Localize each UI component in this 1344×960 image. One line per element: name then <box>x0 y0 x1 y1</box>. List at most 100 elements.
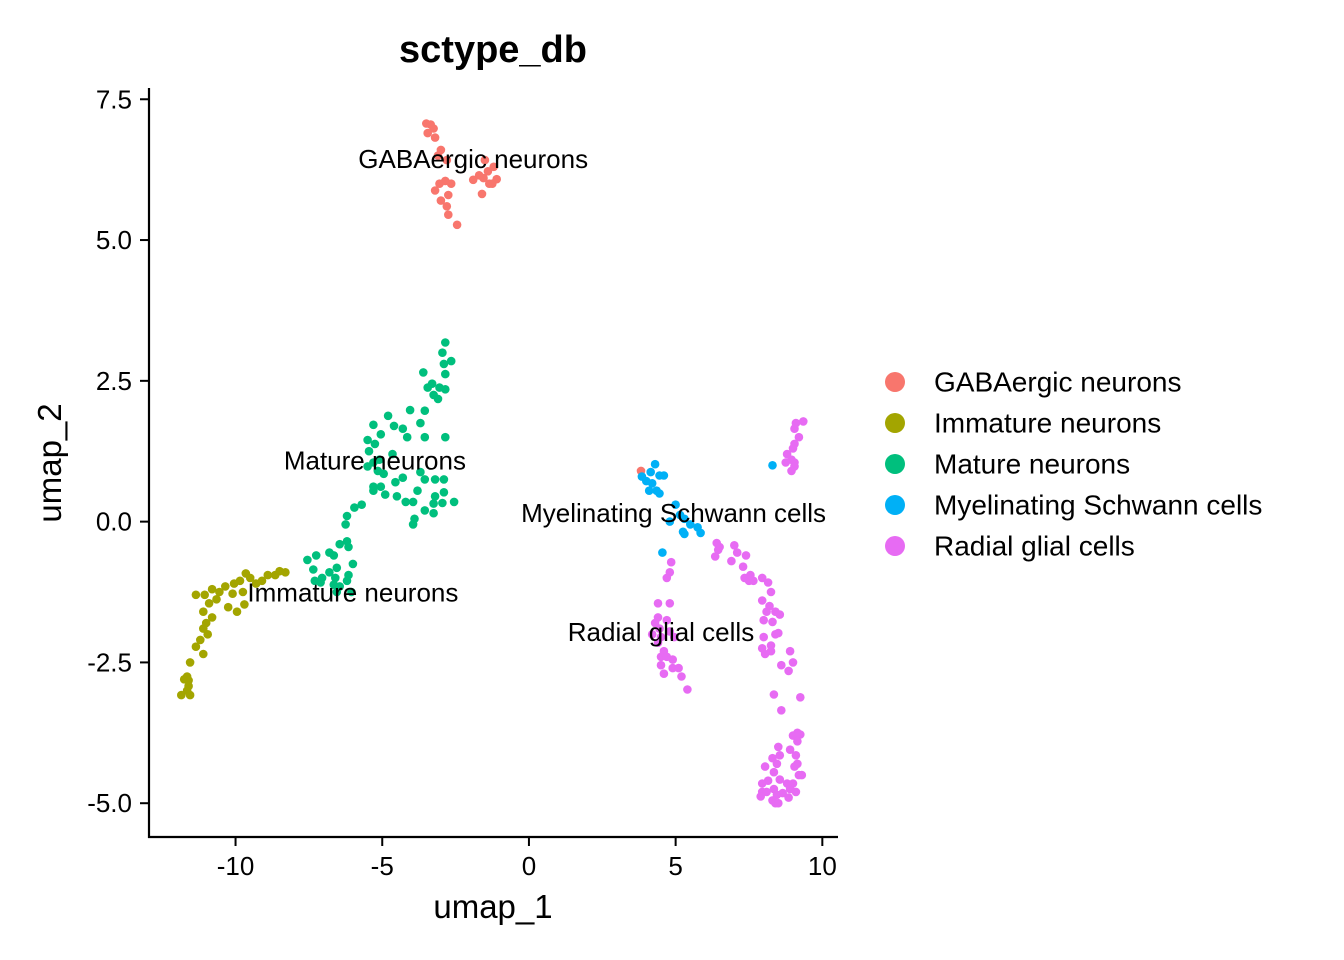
data-point <box>480 155 490 165</box>
data-point <box>665 599 675 608</box>
data-point <box>656 660 666 670</box>
data-point <box>429 124 438 133</box>
data-point <box>438 348 447 358</box>
series-1 <box>177 566 290 700</box>
data-point <box>441 385 450 394</box>
cluster-label: Myelinating Schwann cells <box>521 498 826 528</box>
data-point <box>329 580 339 589</box>
data-point <box>199 649 208 659</box>
data-point <box>674 663 683 673</box>
data-point <box>791 787 801 797</box>
data-point <box>647 630 657 639</box>
data-point <box>444 210 453 219</box>
data-point <box>398 473 408 483</box>
data-point <box>332 587 342 597</box>
data-point <box>669 632 679 642</box>
data-point <box>797 770 807 780</box>
data-point <box>769 690 779 699</box>
data-point <box>357 500 367 510</box>
data-point <box>759 615 768 625</box>
data-point <box>483 167 493 176</box>
data-point <box>646 467 655 477</box>
data-point <box>441 338 450 347</box>
data-point <box>438 498 447 508</box>
data-point <box>757 573 767 583</box>
data-point <box>207 584 217 594</box>
x-tick-label: -10 <box>217 851 255 881</box>
data-point <box>429 508 438 518</box>
data-point <box>774 742 783 752</box>
series-0 <box>422 119 646 476</box>
data-point <box>177 690 186 700</box>
data-point <box>263 570 273 580</box>
data-point <box>429 499 438 508</box>
legend-label: GABAergic neurons <box>934 367 1181 398</box>
data-point <box>203 630 212 639</box>
data-point <box>191 590 201 600</box>
data-point <box>433 394 443 404</box>
data-point <box>430 186 440 195</box>
data-point <box>777 706 786 715</box>
data-point <box>777 660 786 670</box>
data-point <box>309 565 318 574</box>
legend-label: Myelinating Schwann cells <box>934 490 1262 521</box>
data-point <box>232 607 242 616</box>
data-point <box>666 557 676 567</box>
data-point <box>433 151 443 160</box>
cluster-labels: GABAergic neurons Mature neurons Myelinati… <box>247 144 826 647</box>
data-point <box>757 596 767 605</box>
data-point <box>341 520 350 529</box>
cluster-label: GABAergic neurons <box>358 144 588 174</box>
data-point <box>446 179 456 188</box>
data-point <box>223 602 233 612</box>
data-point <box>730 541 739 550</box>
data-point <box>391 477 400 487</box>
data-point <box>238 587 248 597</box>
data-point <box>775 751 785 760</box>
data-point <box>781 458 790 467</box>
data-point <box>441 432 450 442</box>
data-point <box>401 497 411 507</box>
data-point <box>221 582 230 591</box>
data-point <box>204 599 214 608</box>
data-point <box>363 462 372 471</box>
data-point <box>419 368 428 377</box>
data-point <box>380 490 390 499</box>
data-point <box>383 411 393 421</box>
data-point <box>796 730 805 739</box>
data-point <box>449 497 459 507</box>
data-point <box>398 424 408 434</box>
data-point <box>653 599 663 608</box>
data-point <box>388 449 397 459</box>
data-point <box>655 624 664 633</box>
data-point <box>479 173 488 183</box>
y-tick-label: 7.5 <box>96 84 132 114</box>
data-point <box>446 356 456 366</box>
data-point <box>741 551 751 560</box>
data-point <box>787 466 796 476</box>
data-point <box>788 444 798 453</box>
data-point <box>212 595 221 604</box>
data-point <box>389 421 399 431</box>
data-point <box>668 663 677 673</box>
data-point <box>332 563 342 573</box>
data-point <box>196 635 205 645</box>
data-point <box>772 759 782 769</box>
data-point <box>420 475 430 484</box>
x-tick-label: 0 <box>522 851 536 881</box>
data-point <box>379 469 389 479</box>
legend-key <box>885 413 905 433</box>
data-point <box>658 548 667 557</box>
cluster-label: Immature neurons <box>247 578 458 608</box>
data-point <box>644 486 654 496</box>
y-tick-label: 5.0 <box>96 225 132 255</box>
data-point <box>420 406 430 416</box>
data-point <box>775 610 785 619</box>
x-axis-title: umap_1 <box>433 888 552 925</box>
data-point <box>677 672 686 681</box>
data-point <box>794 432 804 442</box>
data-point <box>793 737 802 746</box>
data-point <box>229 579 239 588</box>
cluster-label: Radial glial cells <box>568 617 754 647</box>
